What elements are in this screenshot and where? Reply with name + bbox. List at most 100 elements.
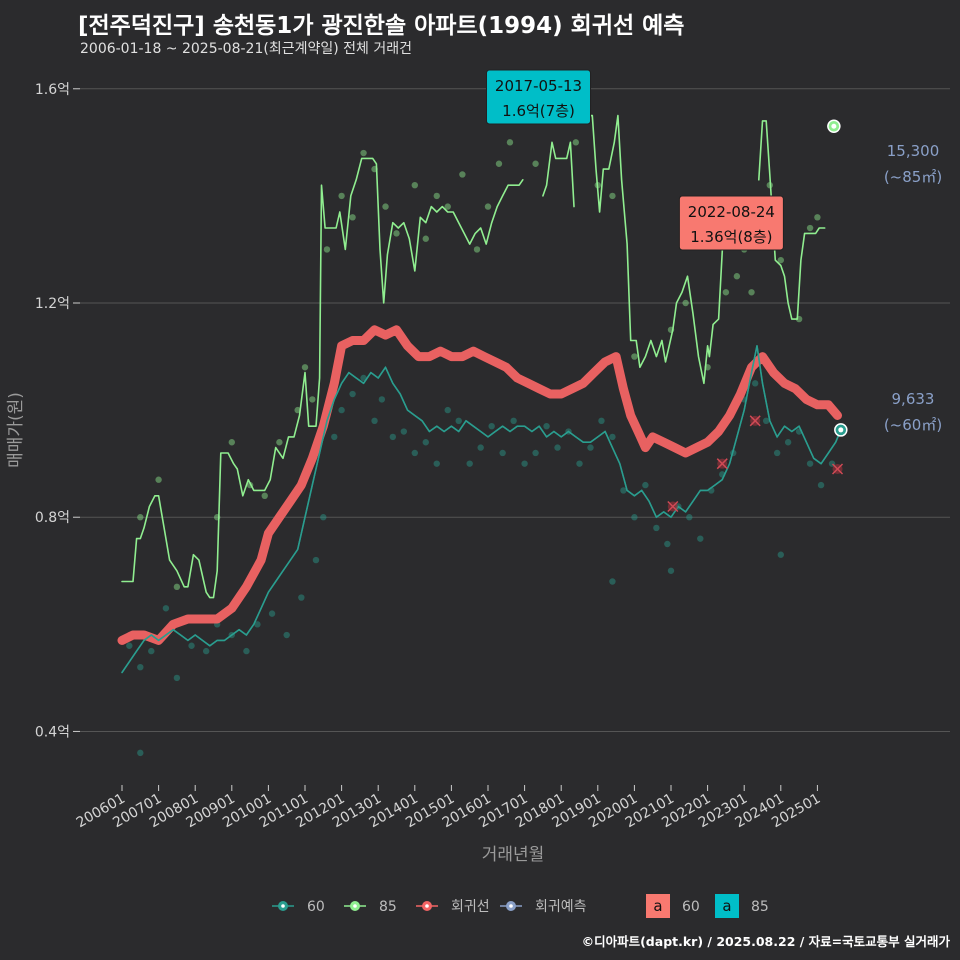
- scatter-point-60: [667, 567, 675, 574]
- regression-markers: [667, 415, 844, 513]
- scatter-point-85: [276, 439, 283, 446]
- legend-item-85-dot: [353, 904, 357, 908]
- legend-item-forecast-dot: [509, 904, 513, 908]
- legend-item-label-85-box: [715, 894, 739, 918]
- scatter-point-60: [148, 647, 155, 655]
- series-line-60: [121, 345, 842, 674]
- end-label-value: 9,633: [892, 390, 935, 408]
- legend-item-regression-dot: [425, 904, 429, 908]
- scatter-point-60: [631, 514, 638, 521]
- scatter-point-60: [521, 460, 528, 467]
- end-label-area: (~85㎡): [884, 168, 942, 186]
- scatter-point-60: [664, 540, 671, 548]
- scatter-point-60: [378, 396, 386, 403]
- series-line-85: [542, 141, 575, 208]
- scatter-point-60: [532, 449, 539, 457]
- y-tick-labels: 0.4억 0.8억 1.2억 1.6억: [35, 82, 80, 740]
- scatter-point-85: [411, 181, 418, 189]
- scatter-point-60: [587, 444, 594, 451]
- scatter-point-60: [338, 406, 345, 414]
- scatter-point-60: [554, 444, 561, 451]
- scatter-point-85: [393, 230, 400, 237]
- scatter-point-60: [298, 594, 305, 601]
- series-line-regression: [117, 325, 842, 645]
- scatter-point-60: [642, 481, 649, 489]
- series-line-85: [580, 114, 725, 385]
- scatter-point-60: [751, 380, 759, 387]
- scatter-point-60: [162, 605, 170, 612]
- end-points: 15,300 (~85㎡) 9,633 (~60㎡): [827, 119, 942, 437]
- scatter-point-60: [510, 417, 517, 425]
- scatter-point-85: [814, 214, 821, 221]
- scatter-point-60: [455, 417, 462, 425]
- scatter-point-85: [484, 203, 492, 210]
- scatter-point-85: [338, 192, 345, 200]
- regression-marker-cross: [831, 463, 844, 475]
- scatter-point-85: [422, 235, 429, 242]
- scatter-point-60: [126, 642, 133, 649]
- scatter-point-85: [733, 273, 741, 280]
- x-axis-title: 거래년월: [482, 845, 545, 865]
- chart-subtitle: 2006-01-18 ~ 2025-08-21(최근계약일) 전체 거래건: [80, 41, 412, 57]
- scatter-point-85: [261, 492, 268, 499]
- scatter-point-85: [433, 192, 440, 200]
- y-tick-label: 0.8억: [35, 510, 70, 526]
- legend-item-60-label: 60: [307, 899, 325, 915]
- scatter-point-60: [477, 444, 484, 451]
- y-tick-label: 1.6억: [35, 82, 70, 98]
- scatter-point-60: [499, 449, 506, 457]
- scatter-point-60: [598, 417, 605, 425]
- scatter-point-60: [609, 578, 616, 585]
- scatter-point-85: [748, 289, 755, 296]
- scatter-point-85: [777, 256, 784, 264]
- scatter-point-85: [459, 171, 466, 178]
- annotation-box: [678, 195, 784, 251]
- scatter-point-60: [400, 428, 408, 435]
- scatter-point-60: [653, 524, 660, 532]
- scatter-point-85: [722, 289, 730, 296]
- scatter-point-60: [686, 514, 693, 521]
- x-tick-labels: 2006012007012008012009012010012011012012…: [74, 785, 823, 831]
- end-label-value: 15,300: [887, 142, 940, 160]
- scatter-point-85: [228, 439, 235, 446]
- scatter-point-85: [609, 192, 616, 200]
- scatter-point-60: [576, 460, 583, 467]
- y-axis-title: 매매가(원): [6, 392, 26, 468]
- scatter-point-60: [349, 390, 356, 398]
- chart-title: [전주덕진구] 송천동1가 광진한솔 아파트(1994) 회귀선 예측: [78, 13, 685, 39]
- scatter-point-85: [301, 364, 309, 371]
- scatter-point-60: [320, 514, 327, 521]
- legend-item-60-dot: [281, 904, 285, 908]
- scatter-point-85: [532, 160, 539, 167]
- scatter-point-60: [784, 439, 792, 446]
- legend-item-label-60-box: [646, 894, 670, 918]
- scatter-point-60: [331, 433, 338, 441]
- scatter-point-60: [433, 460, 440, 467]
- legend-item-85-label: 85: [379, 899, 397, 915]
- end-point-dot: [831, 123, 837, 129]
- scatter-point-85: [155, 476, 162, 483]
- end-point-dot: [838, 427, 844, 433]
- scatter-point-85: [506, 139, 514, 146]
- legend-item-label-60-glyph: a: [653, 897, 662, 915]
- scatter-point-60: [243, 647, 250, 655]
- scatter-point-60: [312, 556, 320, 564]
- scatter-point-60: [173, 674, 181, 682]
- scatter-point-85: [444, 203, 451, 210]
- y-tick-label: 1.2억: [35, 296, 70, 312]
- regression-marker-cross: [667, 500, 679, 513]
- series-line-85: [758, 120, 826, 320]
- end-label-area: (~60㎡): [884, 416, 942, 434]
- legend-item-label-85-glyph: a: [722, 897, 731, 915]
- scatter-point-60: [411, 449, 418, 457]
- scatter-point-60: [609, 433, 616, 441]
- scatter-point-85: [360, 149, 367, 157]
- scatter-point-85: [173, 583, 181, 591]
- scatter-point-85: [349, 214, 356, 221]
- legend-item-label-85-label: 85: [751, 899, 769, 915]
- annotation-date: 2017-05-13: [495, 77, 582, 95]
- annotation-labels: 2017-05-13 1.6억(7층) 2022-08-24 1.36억(8층): [486, 69, 784, 251]
- scatter-point-85: [682, 299, 689, 307]
- y-tick-label: 0.4억: [35, 724, 70, 740]
- legend: 60 85 회귀선 회귀예측 a 60 a 85: [272, 894, 769, 918]
